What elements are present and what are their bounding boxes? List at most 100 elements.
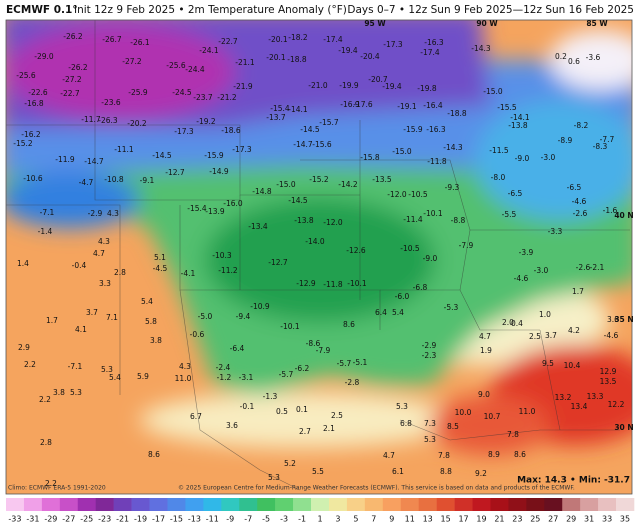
anomaly-label: -10.5 <box>400 244 420 253</box>
anomaly-label: -8.2 <box>574 121 589 130</box>
colorbar-swatch <box>508 498 527 511</box>
map-frame <box>5 19 633 495</box>
anomaly-label: -9.1 <box>140 176 155 185</box>
anomaly-label: 5.4 <box>109 373 121 382</box>
anomaly-label: -4.7 <box>79 178 94 187</box>
anomaly-label: -1.6 <box>603 206 618 215</box>
anomaly-label: -26.2 <box>68 63 88 72</box>
anomaly-label: 5.3 <box>268 473 280 482</box>
anomaly-label: -3.3 <box>548 227 563 236</box>
anomaly-label: 0.1 <box>296 405 308 414</box>
anomaly-label: 10.4 <box>564 361 581 370</box>
anomaly-label: -15.8 <box>360 153 380 162</box>
anomaly-label: 9.2 <box>475 469 487 478</box>
anomaly-label: -26.1 <box>130 38 150 47</box>
anomaly-label: -16.3 <box>426 125 446 134</box>
anomaly-label: 12.2 <box>608 400 625 409</box>
anomaly-label: -9.0 <box>423 254 438 263</box>
anomaly-label: -17.4 <box>420 48 440 57</box>
anomaly-label: -13.4 <box>248 222 268 231</box>
anomaly-label: 5.1 <box>154 253 166 262</box>
anomaly-label: -20.2 <box>127 119 147 128</box>
anomaly-label: -7.9 <box>316 346 331 355</box>
colorbar-tick-label: -13 <box>188 515 201 524</box>
anomaly-label: -23.6 <box>101 98 121 107</box>
anomaly-label: -15.5 <box>497 103 517 112</box>
colorbar-swatch <box>454 498 473 511</box>
anomaly-label: 1.7 <box>46 316 58 325</box>
anomaly-label: 8.5 <box>447 422 459 431</box>
anomaly-label: -2.4 <box>216 363 231 372</box>
anomaly-label: -2.9 <box>88 209 103 218</box>
anomaly-label: -4.5 <box>153 264 168 273</box>
anomaly-label: -17.4 <box>323 35 343 44</box>
anomaly-label: -18.8 <box>447 109 467 118</box>
anomaly-label: -24.4 <box>185 65 205 74</box>
anomaly-label: 1.0 <box>539 310 551 319</box>
max-min: Max: 14.3 • Min: -31.7 <box>517 476 630 486</box>
colorbar-tick-label: 3 <box>335 515 340 524</box>
anomaly-label: -15.9 <box>403 125 423 134</box>
colorbar-tick-label: -9 <box>226 515 234 524</box>
anomaly-label: -26.2 <box>63 32 83 41</box>
colorbar-tick-label: -17 <box>152 515 165 524</box>
anomaly-label: -7.7 <box>600 135 615 144</box>
colorbar-tick-label: 35 <box>620 515 630 524</box>
anomaly-label: 5.8 <box>145 317 157 326</box>
colorbar-tick-label: 5 <box>353 515 358 524</box>
anomaly-label: 6.1 <box>392 467 404 476</box>
anomaly-label: -3.9 <box>519 248 534 257</box>
anomaly-label: -10.3 <box>212 251 232 260</box>
anomaly-label: -2.1 <box>590 263 605 272</box>
anomaly-label: 9.5 <box>542 359 554 368</box>
anomaly-label: 11.0 <box>175 374 192 383</box>
anomaly-label: -12.6 <box>346 246 366 255</box>
anomaly-label: -19.1 <box>397 102 417 111</box>
anomaly-label: -0.1 <box>240 402 255 411</box>
anomaly-label: -19.4 <box>382 82 402 91</box>
anomaly-label: -16.8 <box>24 99 44 108</box>
anomaly-label: 13.2 <box>555 393 572 402</box>
anomaly-label: 1.4 <box>17 259 29 268</box>
anomaly-label: -18.6 <box>221 126 241 135</box>
anomaly-label: -6.2 <box>295 364 310 373</box>
map-field <box>6 20 632 494</box>
anomaly-label: -11.5 <box>489 146 509 155</box>
anomaly-label: -2.9 <box>422 341 437 350</box>
anomaly-label: 0.6 <box>568 57 580 66</box>
colorbar-tick-label: -3 <box>280 515 288 524</box>
anomaly-label: -3.0 <box>541 153 556 162</box>
colorbar-swatch <box>23 498 43 511</box>
anomaly-label: -6.8 <box>413 283 428 292</box>
anomaly-label: -14.3 <box>443 143 463 152</box>
anomaly-label: 6.7 <box>190 412 202 421</box>
anomaly-label: -12.7 <box>268 258 288 267</box>
colorbar-swatch <box>400 498 419 511</box>
anomaly-label: -0.4 <box>72 261 87 270</box>
anomaly-label: -7.1 <box>68 362 83 371</box>
colorbar-swatch <box>203 498 222 511</box>
colorbar-tick-label: -29 <box>44 515 57 524</box>
anomaly-label: 2.2 <box>39 395 51 404</box>
anomaly-label: -19.4 <box>338 46 358 55</box>
colorbar-tick-label: 13 <box>423 515 433 524</box>
colorbar-tick-label: 7 <box>371 515 376 524</box>
anomaly-label: -8.6 <box>306 339 321 348</box>
anomaly-label: 2.2 <box>24 360 36 369</box>
colorbar-swatch <box>472 498 491 511</box>
colorbar-swatch <box>239 498 258 511</box>
anomaly-label: -20.4 <box>360 52 380 61</box>
anomaly-label: 13.3 <box>587 392 604 401</box>
anomaly-label: 3.3 <box>99 279 111 288</box>
anomaly-label: -15.6 <box>312 140 332 149</box>
anomaly-label: -9.4 <box>236 312 251 321</box>
colorbar-tick-label: -31 <box>26 515 39 524</box>
anomaly-label: -13.8 <box>294 216 314 225</box>
anomaly-label: -12.0 <box>323 218 343 227</box>
anomaly-label: -21.2 <box>217 93 237 102</box>
anomaly-label: -14.8 <box>252 187 272 196</box>
colorbar-swatch <box>328 498 348 511</box>
colorbar-swatch <box>490 498 509 511</box>
anomaly-label: -16.9 <box>340 100 360 109</box>
subtitle: Init 12z 9 Feb 2025 • 2m Temperature Ano… <box>74 4 347 16</box>
